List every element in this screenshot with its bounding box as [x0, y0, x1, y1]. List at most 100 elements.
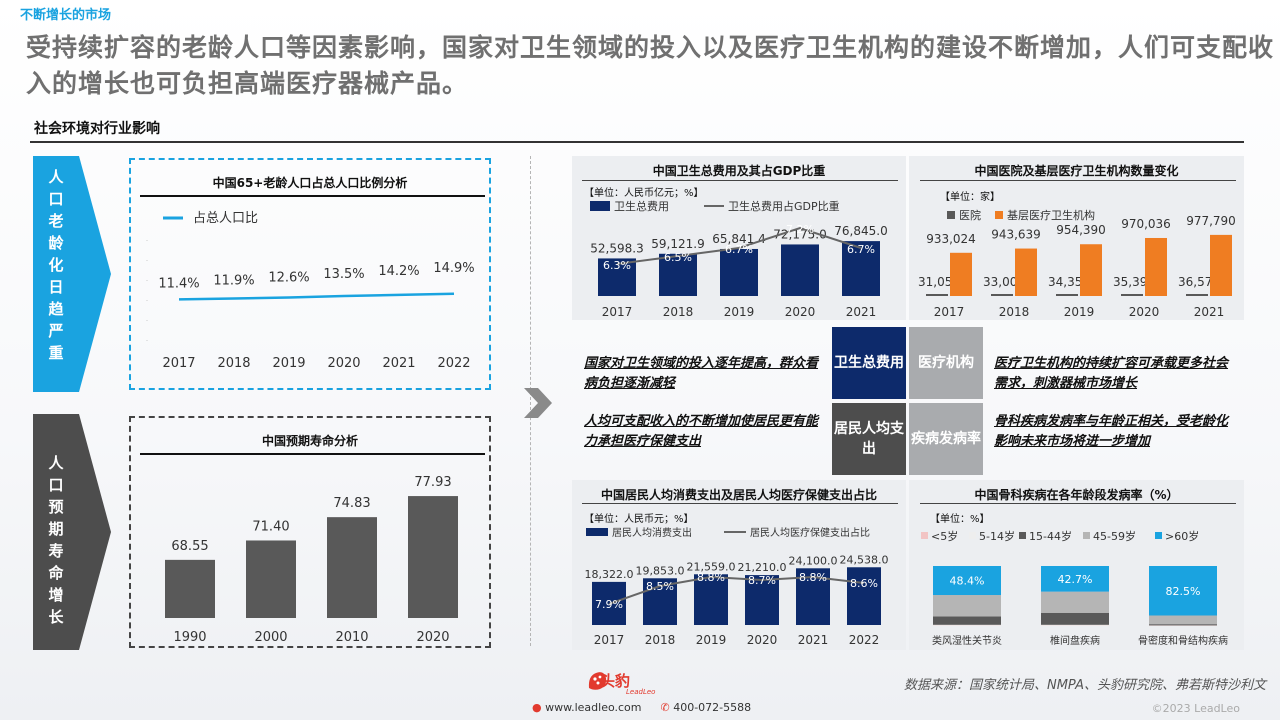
ratio-label-consumption: 8.5%	[646, 580, 674, 593]
legend-label-consumption-ratio: 居民人均医疗保健支出占比	[750, 526, 870, 539]
data-label-consumption: 19,853.0	[636, 564, 685, 577]
ratio-label-health: 6.3%	[603, 259, 631, 272]
consumption-chart-title: 中国居民人均消费支出及居民人均医疗保健支出占比	[600, 488, 877, 502]
x-tick-health: 2018	[663, 305, 694, 319]
institutions-chart-title: 中国医院及基层医疗卫生机构数量变化	[974, 164, 1179, 178]
data-label-primary: 970,036	[1121, 217, 1171, 231]
x-tick-institutions: 2020	[1129, 305, 1160, 319]
x-tick-institutions: 2019	[1064, 305, 1095, 319]
data-label-aging: 12.6%	[268, 270, 309, 285]
stack-segment-ortho	[1149, 566, 1217, 616]
cell-medical-institutions: 医疗机构	[909, 327, 983, 399]
legend-label-consumption: 居民人均消费支出	[612, 526, 692, 539]
data-label-aging: 14.9%	[433, 261, 474, 276]
data-label-consumption: 24,538.0	[840, 553, 889, 566]
legend-swatch-consumption	[586, 528, 608, 536]
stack-segment-ortho	[933, 595, 1001, 617]
bar-life	[246, 540, 296, 618]
data-label-ortho: 82.5%	[1166, 585, 1201, 598]
legend-swatch-ortho	[1083, 532, 1090, 539]
vertical-divider	[530, 156, 531, 646]
x-tick-life: 2020	[416, 630, 449, 645]
bar-hospital	[1056, 294, 1078, 296]
data-label-aging: 11.9%	[213, 274, 254, 289]
chevron-right-icon	[524, 388, 552, 418]
data-label-life: 68.55	[171, 539, 208, 554]
x-tick-aging: 2021	[382, 356, 415, 371]
x-tick-consumption: 2018	[645, 633, 676, 647]
bar-primary	[1210, 234, 1232, 296]
legend-label-aging: 占总人口比	[193, 211, 258, 226]
bar-health	[720, 248, 758, 296]
bar-health	[781, 244, 819, 296]
x-tick-aging: 2020	[327, 356, 360, 371]
cell-disease-rate: 疾病发病率	[909, 403, 983, 475]
bar-hospital	[926, 294, 948, 296]
health-unit: 【单位：人民币亿元；%】	[584, 188, 704, 199]
health-chart: 卫生总费用 卫生总费用占GDP比重 52,598.3 2017 59,121.9 2018…	[590, 199, 888, 319]
stack-segment-ortho	[1041, 612, 1109, 625]
bar-hospital	[1121, 294, 1143, 296]
text-disease-rate: 骨科疾病发病率与年龄正相关，受老龄化影响未来市场将进一步增加	[994, 414, 1229, 449]
ortho-unit: 【单位：%】	[930, 514, 990, 525]
x-tick-consumption: 2022	[849, 633, 880, 647]
x-tick-aging: 2018	[217, 356, 250, 371]
legend-label-health-ratio: 卫生总费用占GDP比重	[728, 199, 840, 213]
text-medical-institutions: 医疗卫生机构的持续扩容可承载更多社会需求，刺激器械市场增长	[994, 356, 1229, 391]
phone-number: 400-072-5588	[673, 701, 752, 714]
logo-subtext: LeadLeo	[626, 688, 656, 696]
aging-band-label: 人口老龄化日趋严重	[48, 168, 64, 362]
x-tick-aging: 2022	[437, 356, 470, 371]
aging-chart-title: 中国65+老龄人口占总人口比例分析	[212, 176, 408, 190]
data-label-primary: 954,390	[1056, 223, 1106, 237]
x-tick-consumption: 2020	[747, 633, 778, 647]
x-tick-aging: 2017	[162, 356, 195, 371]
aging-chart-box	[129, 158, 491, 390]
data-source: 数据来源：国家统计局、NMPA、头豹研究院、弗若斯特沙利文	[903, 678, 1266, 693]
x-tick-ortho: 骨密度和骨结构疾病	[1138, 634, 1228, 647]
series-line-aging	[178, 292, 455, 301]
stack-segment-ortho	[1149, 615, 1217, 625]
logo-text: 头豹	[600, 672, 631, 690]
data-label-life: 77.93	[414, 475, 451, 490]
footer-links: ● www.leadleo.com ✆ 400-072-5588	[532, 701, 751, 714]
aging-title-rule	[140, 195, 485, 197]
website-link[interactable]: www.leadleo.com	[545, 701, 642, 714]
legend-swatch-ortho	[1155, 532, 1162, 539]
section-divider	[30, 141, 1244, 143]
x-tick-ortho: 椎间盘疾病	[1050, 634, 1100, 647]
text-resident-spending: 人均可支配收入的不断增加使居民更有能力承担医疗保健支出	[584, 414, 819, 449]
x-tick-institutions: 2018	[999, 305, 1030, 319]
data-label-consumption: 21,559.0	[687, 560, 736, 573]
x-tick-health: 2020	[785, 305, 816, 319]
legend-swatch-primary	[995, 211, 1003, 219]
bar-consumption	[694, 574, 728, 625]
cell-health-spending: 卫生总费用	[832, 327, 906, 399]
leopard-logo-icon	[588, 672, 607, 690]
data-label-hospital: 33,009	[983, 275, 1025, 289]
x-tick-life: 2000	[254, 630, 287, 645]
x-tick-health: 2017	[602, 305, 633, 319]
bar-primary	[1080, 244, 1102, 296]
data-label-health: 72,175.0	[773, 227, 826, 241]
legend-label-ortho: 15-44岁	[1029, 529, 1072, 543]
ratio-label-health: 6.7%	[725, 243, 753, 256]
data-label-ortho: 42.7%	[1058, 573, 1093, 586]
data-label-primary: 943,639	[991, 228, 1041, 242]
ortho-chart-title: 中国骨科疾病在各年龄段发病率（%）	[974, 488, 1179, 502]
data-label-health: 52,598.3	[590, 241, 643, 255]
stack-segment-ortho	[1149, 624, 1217, 626]
x-tick-consumption: 2021	[798, 633, 829, 647]
health-title-rule	[582, 180, 898, 181]
legend-swatch-ortho	[969, 532, 976, 539]
bar-life	[327, 517, 377, 618]
bar-hospital	[991, 294, 1013, 296]
legend-label-health: 卫生总费用	[614, 199, 669, 213]
x-tick-health: 2019	[724, 305, 755, 319]
x-tick-ortho: 类风湿性关节炎	[932, 634, 1002, 647]
consumption-unit: 【单位：人民币元；%】	[584, 514, 694, 525]
bar-primary	[950, 252, 972, 296]
bar-life	[408, 496, 458, 618]
legend-label-ortho: <5岁	[931, 529, 958, 543]
consumption-title-rule	[582, 503, 898, 504]
